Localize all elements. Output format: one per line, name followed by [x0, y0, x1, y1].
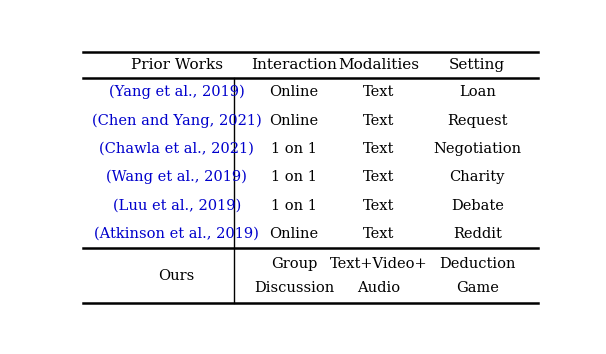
Text: Text+Video+: Text+Video+: [330, 257, 427, 270]
Text: Negotiation: Negotiation: [433, 142, 521, 156]
Text: Online: Online: [270, 227, 319, 241]
Text: Game: Game: [456, 280, 499, 295]
Text: Interaction: Interaction: [251, 58, 337, 72]
Text: Loan: Loan: [459, 85, 496, 99]
Text: (Atkinson et al., 2019): (Atkinson et al., 2019): [95, 227, 259, 241]
Text: 1 on 1: 1 on 1: [271, 199, 317, 213]
Text: Text: Text: [363, 227, 395, 241]
Text: Setting: Setting: [449, 58, 505, 72]
Text: Debate: Debate: [451, 199, 504, 213]
Text: Prior Works: Prior Works: [131, 58, 223, 72]
Text: (Chawla et al., 2021): (Chawla et al., 2021): [99, 142, 254, 156]
Text: Text: Text: [363, 170, 395, 184]
Text: Reddit: Reddit: [453, 227, 502, 241]
Text: 1 on 1: 1 on 1: [271, 142, 317, 156]
Text: Charity: Charity: [450, 170, 505, 184]
Text: Modalities: Modalities: [338, 58, 419, 72]
Text: (Wang et al., 2019): (Wang et al., 2019): [106, 170, 247, 184]
Text: Deduction: Deduction: [439, 257, 516, 270]
Text: (Chen and Yang, 2021): (Chen and Yang, 2021): [92, 113, 262, 128]
Text: (Luu et al., 2019): (Luu et al., 2019): [113, 199, 241, 213]
Text: Text: Text: [363, 114, 395, 127]
Text: Text: Text: [363, 199, 395, 213]
Text: (Yang et al., 2019): (Yang et al., 2019): [109, 85, 245, 99]
Text: Online: Online: [270, 85, 319, 99]
Text: 1 on 1: 1 on 1: [271, 170, 317, 184]
Text: Request: Request: [447, 114, 508, 127]
Text: Ours: Ours: [159, 269, 195, 282]
Text: Group: Group: [271, 257, 318, 270]
Text: Text: Text: [363, 142, 395, 156]
Text: Audio: Audio: [357, 280, 400, 295]
Text: Text: Text: [363, 85, 395, 99]
Text: Discussion: Discussion: [254, 280, 335, 295]
Text: Online: Online: [270, 114, 319, 127]
